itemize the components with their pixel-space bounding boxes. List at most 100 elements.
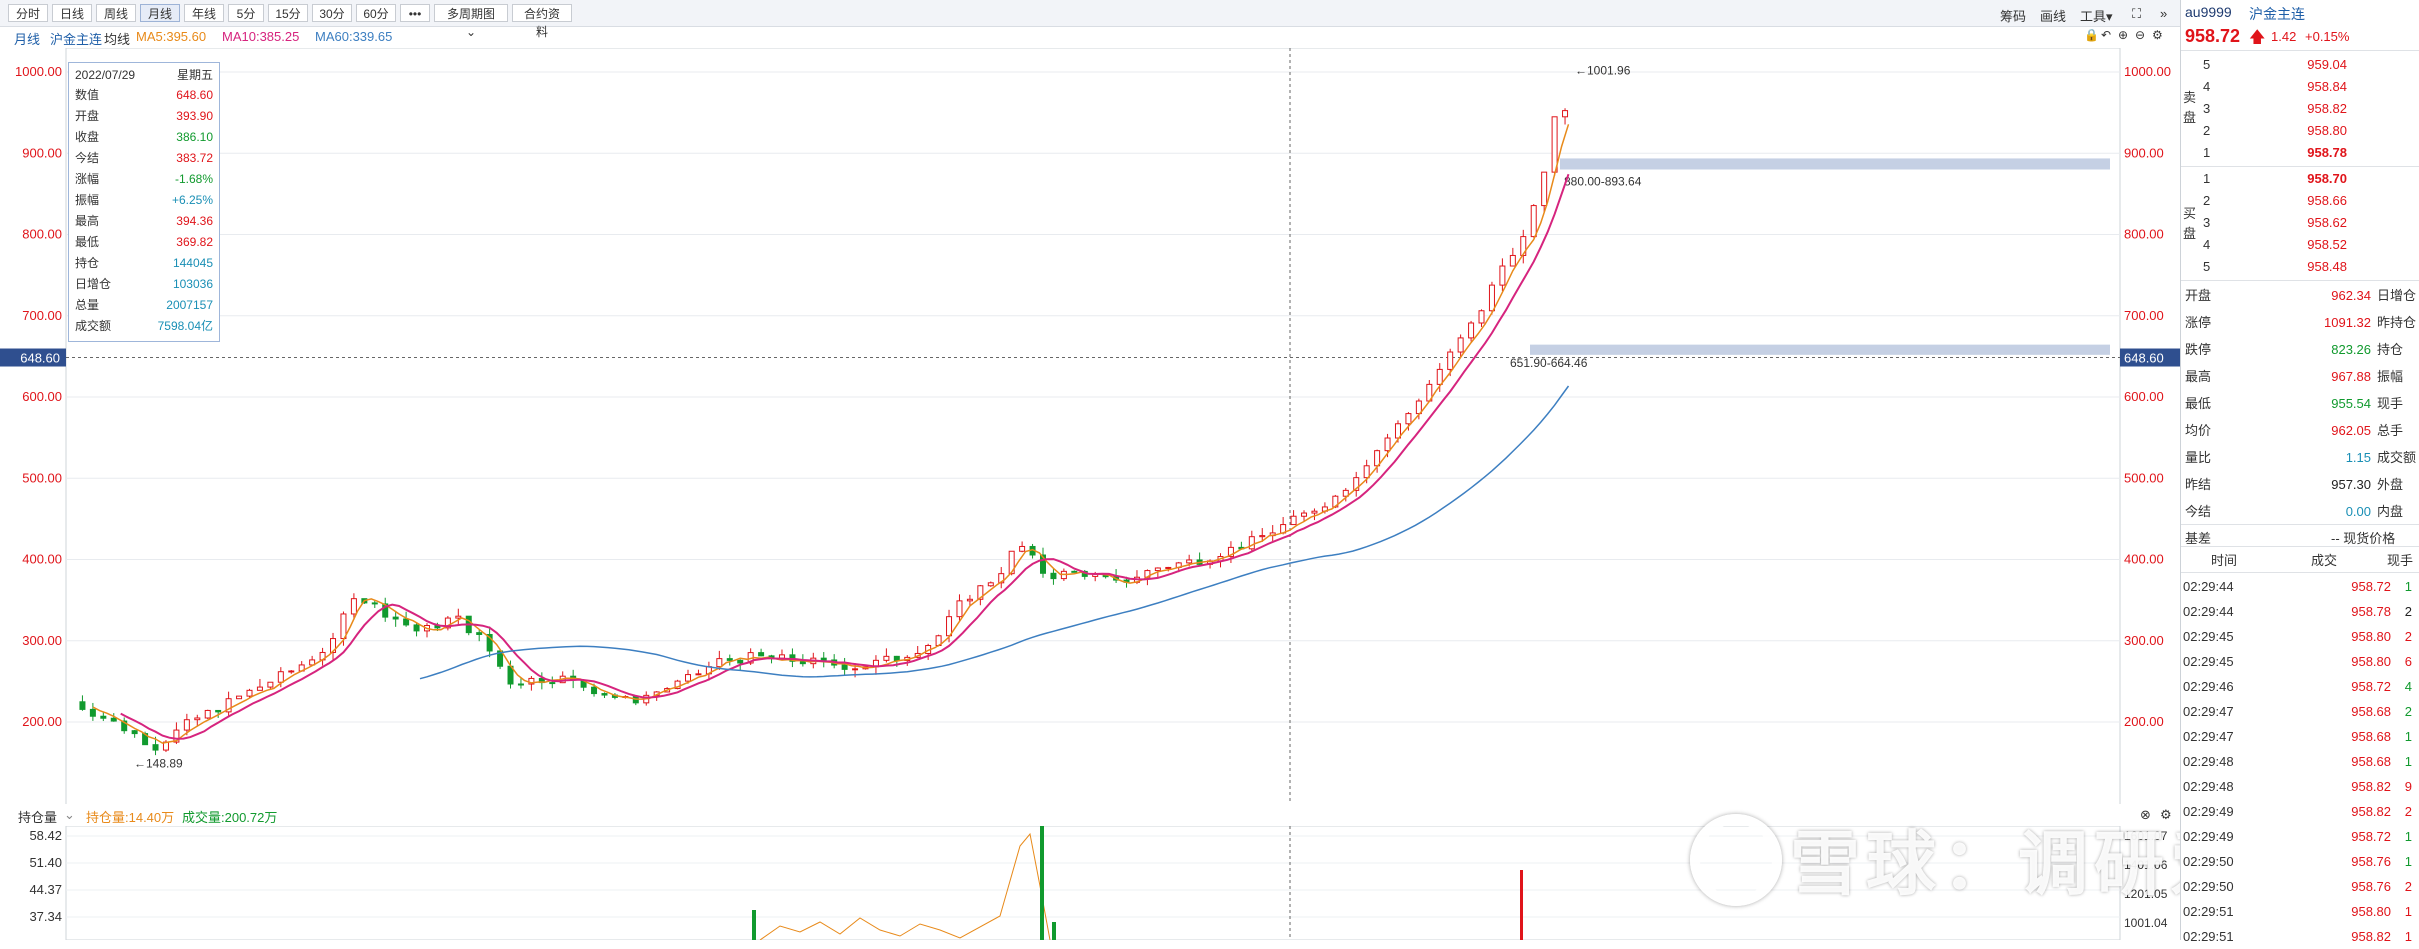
candle-body xyxy=(758,652,765,657)
candlestick-chart[interactable]: 1000.00 1000.00 900.00 900.00 800.00 800.00 70… xyxy=(0,48,2180,808)
candle-body xyxy=(966,598,973,602)
candle-body xyxy=(716,658,723,668)
divider xyxy=(2181,524,2419,525)
period-label[interactable]: 月线 xyxy=(14,32,41,47)
y-tick-label-right: 600.00 xyxy=(2124,389,2164,404)
ask-level: 5 xyxy=(2203,57,2211,72)
ohlc-key: 振幅 xyxy=(75,193,100,207)
tick-price: 958.68 xyxy=(2351,729,2391,744)
period-button[interactable]: ••• xyxy=(400,4,430,22)
stat-value: 1091.32 xyxy=(2324,315,2371,330)
y-tick-label: 600.00 xyxy=(22,389,62,404)
order-book-bid-row[interactable]: 2 958.66 xyxy=(2181,190,2419,211)
order-book-ask-row[interactable]: 5 959.04 xyxy=(2181,54,2419,75)
tick-time: 02:29:48 xyxy=(2183,779,2234,794)
tick-time: 02:29:44 xyxy=(2183,604,2234,619)
close-icon[interactable]: ⊗ xyxy=(2140,807,2151,822)
ma-label[interactable]: 均线 xyxy=(104,32,131,47)
period-button[interactable]: 分时 xyxy=(8,4,48,22)
order-book-ask-row[interactable]: 3 958.82 xyxy=(2181,98,2419,119)
candle-body xyxy=(1488,284,1495,312)
y-tick-label-right: 200.00 xyxy=(2124,714,2164,729)
toolbar-tool-button[interactable]: 筹码 xyxy=(2000,9,2027,24)
zoom-out-icon[interactable]: ⊖ xyxy=(2135,28,2146,42)
period-button[interactable]: 合约资料 xyxy=(512,4,572,39)
candle-body xyxy=(403,618,410,626)
tick-price: 958.80 xyxy=(2351,904,2391,919)
tick-qty: 2 xyxy=(2404,704,2412,719)
tick-qty: 2 xyxy=(2404,804,2412,819)
candle-body xyxy=(413,624,420,632)
tick-row: 02:29:48 958.68 1 xyxy=(2181,749,2419,774)
ask-price: 958.82 xyxy=(2307,101,2347,116)
candle-body xyxy=(517,683,524,686)
candle-body xyxy=(173,729,180,743)
toolbar-tool-button[interactable]: 工具▾ xyxy=(2080,9,2113,24)
period-button[interactable]: 5分 xyxy=(228,4,264,22)
candle-body xyxy=(1311,510,1318,514)
ma60-value: MA60:339.65 xyxy=(315,29,393,44)
candle-body xyxy=(1562,110,1569,118)
order-book-ask-row[interactable]: 4 958.84 xyxy=(2181,76,2419,97)
ohlc-row: 持仓 144045 xyxy=(73,253,215,273)
lock-icon[interactable]: 🔒 xyxy=(2084,28,2099,42)
y-tick-label-right: 700.00 xyxy=(2124,308,2164,323)
ohlc-key: 涨幅 xyxy=(75,172,100,186)
order-book-bid-row[interactable]: 4 958.52 xyxy=(2181,234,2419,255)
gear-icon[interactable]: ⚙ xyxy=(2160,807,2172,822)
tick-time: 02:29:49 xyxy=(2183,829,2234,844)
order-book-bid-row[interactable]: 5 958.48 xyxy=(2181,256,2419,277)
stat-key: 跌停 xyxy=(2185,342,2212,357)
stat-value: 0.00 xyxy=(2345,504,2371,519)
tick-qty: 1 xyxy=(2404,929,2412,944)
tick-row: 02:29:51 958.82 1 xyxy=(2181,924,2419,949)
stat-key-right: 昨持仓 xyxy=(2377,315,2417,330)
period-button[interactable]: 30分 xyxy=(312,4,352,22)
order-book-ask-row[interactable]: 1 958.78 xyxy=(2181,142,2419,163)
quote-stat-row: 昨结 957.30 外盘 xyxy=(2181,471,2419,498)
arrow-up-icon: 🡅 xyxy=(2249,29,2266,46)
period-button[interactable]: 15分 xyxy=(268,4,308,22)
order-book-bid-row[interactable]: 1 958.70 xyxy=(2181,168,2419,189)
tick-time: 02:29:50 xyxy=(2183,879,2234,894)
zoom-in-icon[interactable]: ⊕ xyxy=(2118,28,2129,42)
period-button[interactable]: 60分 xyxy=(356,4,396,22)
ohlc-value: 394.36 xyxy=(176,214,213,228)
indicator-title[interactable]: 持仓量 xyxy=(18,810,58,825)
candle-body xyxy=(1290,515,1297,526)
ohlc-value: 383.72 xyxy=(176,151,213,165)
order-book-bid-row[interactable]: 3 958.62 xyxy=(2181,212,2419,233)
candle-body xyxy=(1541,171,1548,207)
candle-body xyxy=(946,616,953,637)
candle-body xyxy=(194,717,201,721)
price-zone-high xyxy=(1560,158,2110,170)
order-book-ask-row[interactable]: 2 958.80 xyxy=(2181,120,2419,141)
period-button[interactable]: 周线 xyxy=(96,4,136,22)
tick-row: 02:29:44 958.78 2 xyxy=(2181,599,2419,624)
period-button[interactable]: 年线 xyxy=(184,4,224,22)
y-tick-label: 900.00 xyxy=(22,145,62,160)
instrument-name[interactable]: 沪金主连 xyxy=(50,32,103,47)
low-label: ←148.89 xyxy=(134,757,183,771)
candle-body xyxy=(1457,337,1464,353)
candle-body xyxy=(883,655,890,661)
fullscreen-icon[interactable]: ⛶ xyxy=(2132,6,2142,21)
undo-icon[interactable]: ↶ xyxy=(2101,28,2112,42)
toolbar-tool-button[interactable]: 画线 xyxy=(2040,9,2067,24)
tick-qty: 9 xyxy=(2404,779,2412,794)
candle-body xyxy=(685,674,692,682)
stat-key-right: 振幅 xyxy=(2377,369,2404,384)
ohlc-date-row: 2022/07/29 星期五 xyxy=(73,65,215,85)
volume-value: 成交量:200.72万 xyxy=(182,810,278,825)
expand-icon[interactable]: » xyxy=(2160,6,2168,21)
settings-icon[interactable]: ⚙ xyxy=(2152,28,2163,42)
candle-body xyxy=(204,709,211,719)
chevron-down-icon[interactable]: ⌄ xyxy=(64,807,75,822)
quote-stat-row: 量比 1.15 成交额 xyxy=(2181,444,2419,471)
period-button[interactable]: 日线 xyxy=(52,4,92,22)
period-button[interactable]: 多周期图 ⌄ xyxy=(434,4,508,39)
candle-body xyxy=(591,686,598,695)
candle-body xyxy=(215,709,222,713)
y-tick-label: 500.00 xyxy=(22,470,62,485)
period-button[interactable]: 月线 xyxy=(140,4,180,22)
